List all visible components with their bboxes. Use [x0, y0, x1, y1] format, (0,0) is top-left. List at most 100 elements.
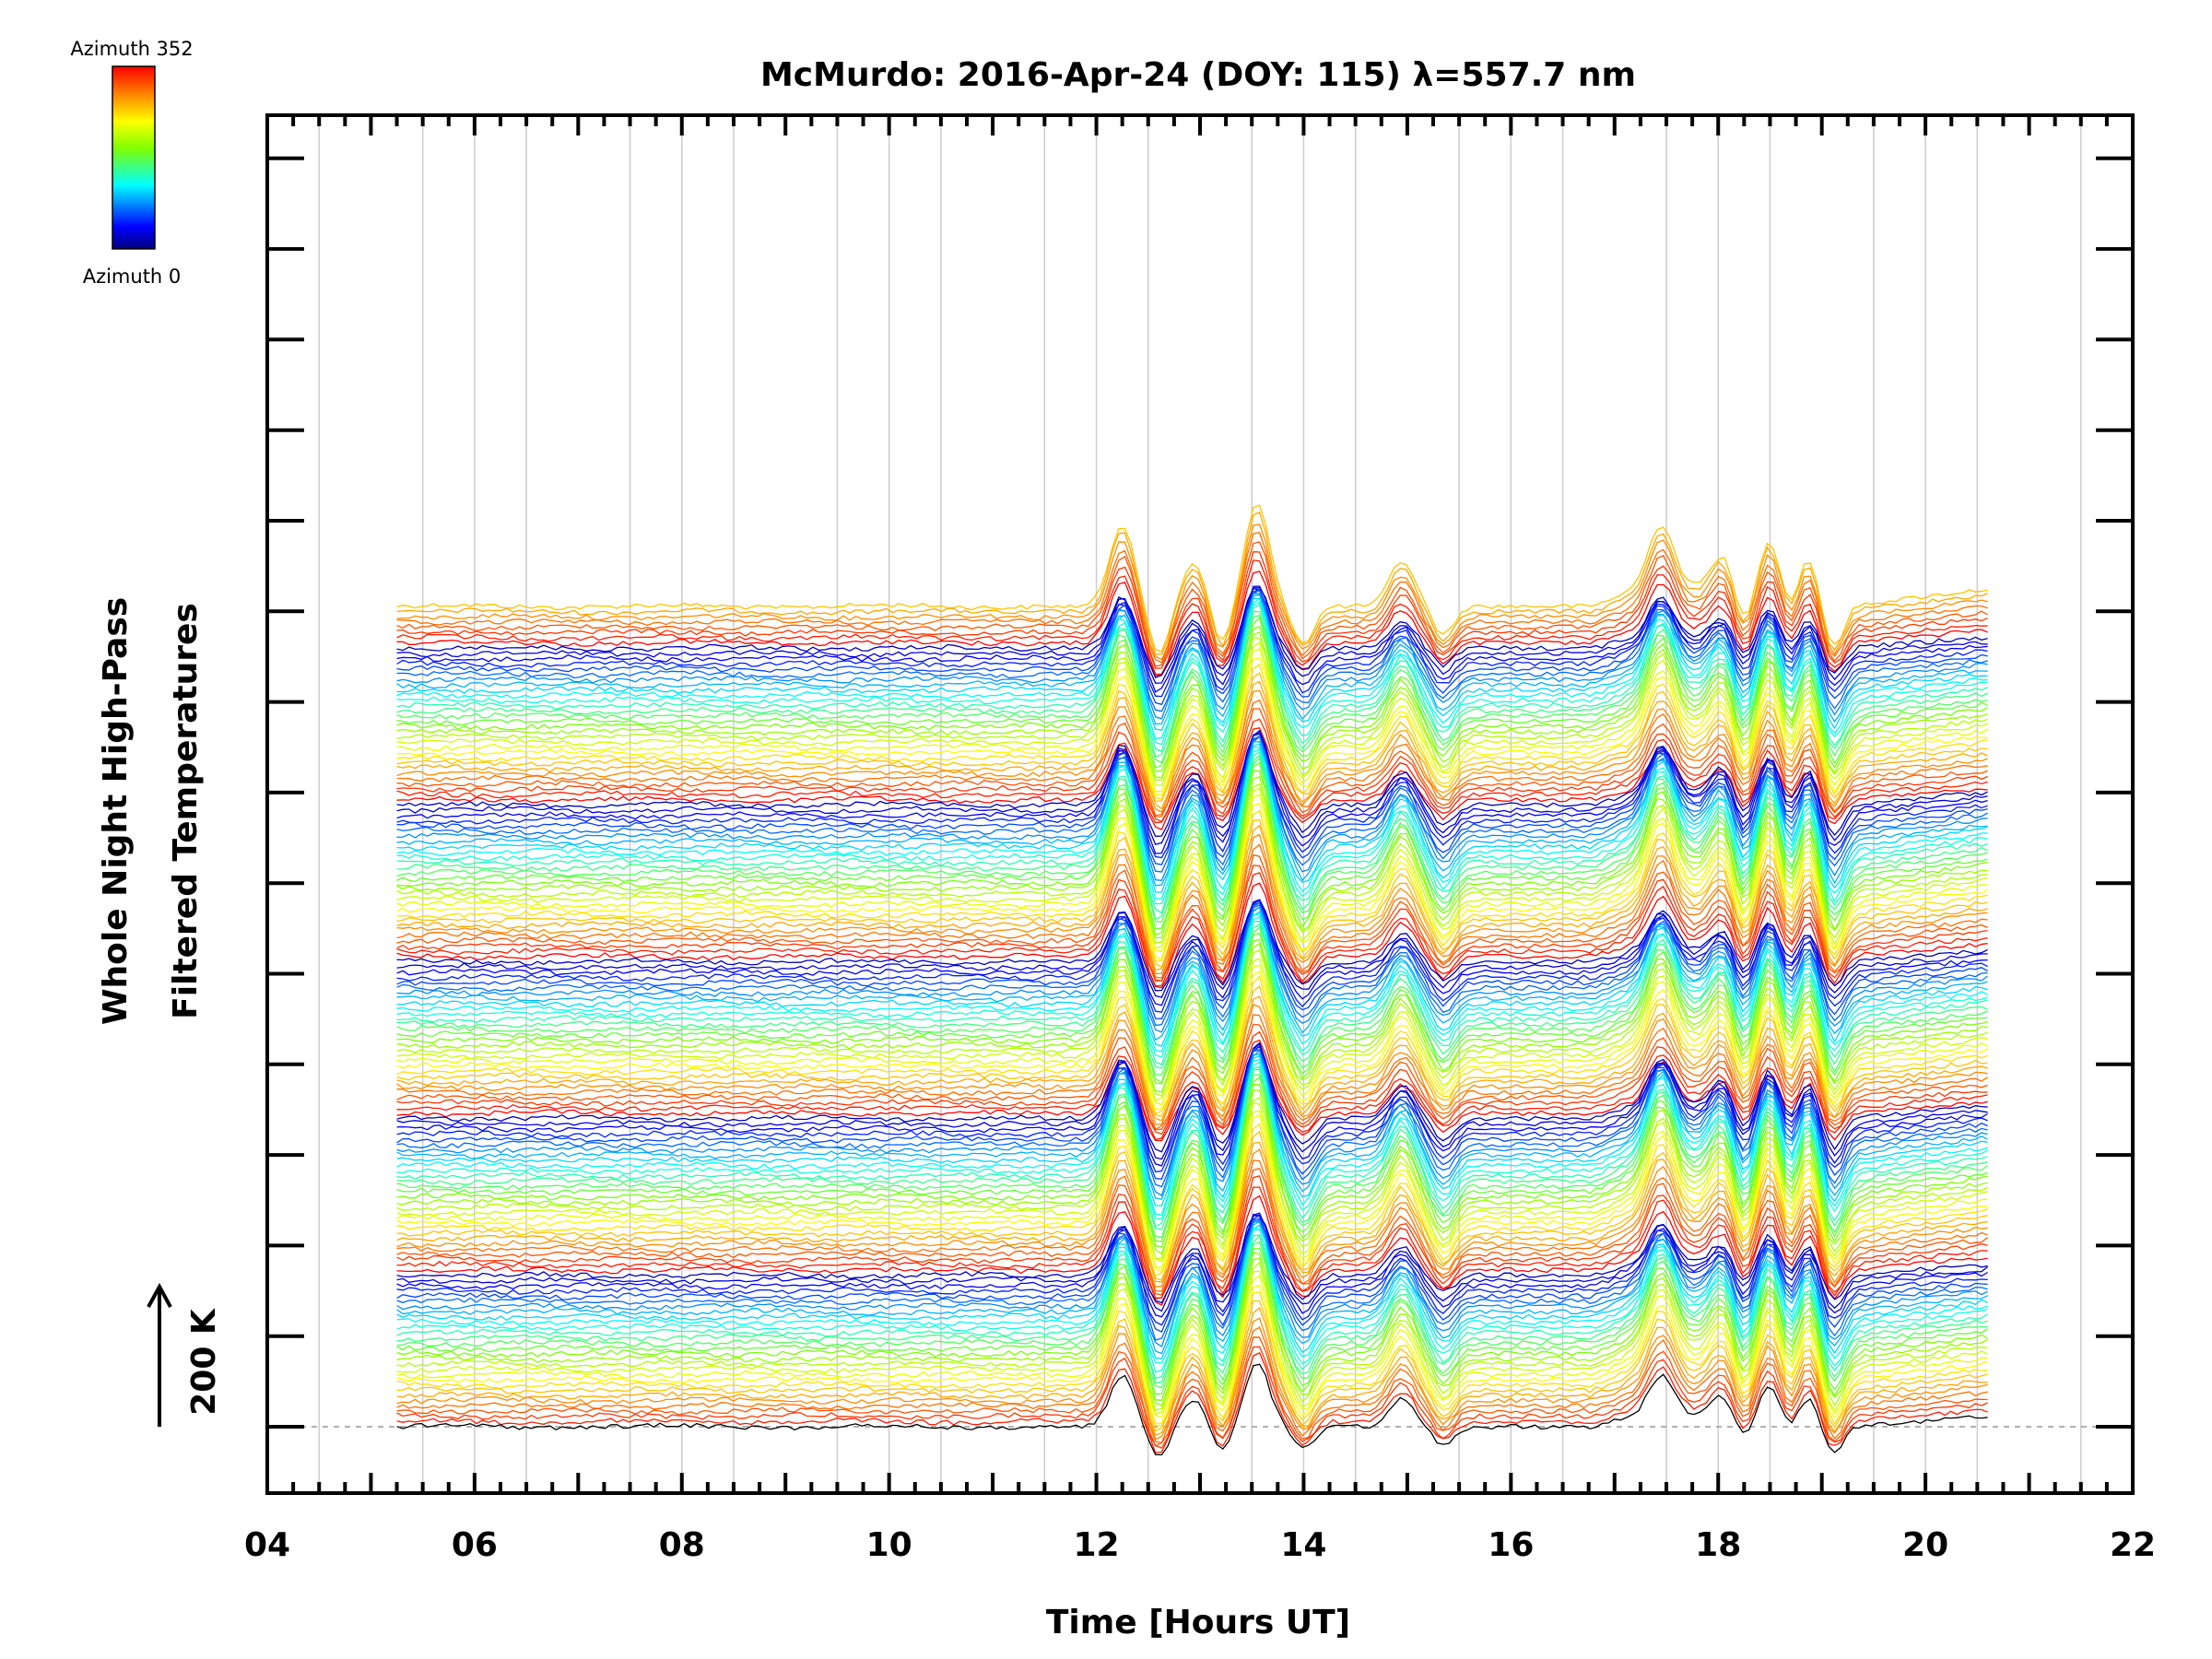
temperature-trace [396, 1352, 1988, 1453]
colorbar-bottom-label: Azimuth 0 [83, 265, 182, 288]
x-tick-label: 14 [1280, 1526, 1326, 1564]
x-tick-label: 06 [452, 1526, 498, 1564]
temperature-trace [396, 589, 1988, 706]
temperature-trace [396, 925, 1988, 1076]
temperature-trace [396, 1194, 1988, 1307]
y-axis-label-line1: Whole Night High-Pass [97, 597, 135, 1025]
temperature-trace [396, 948, 1988, 1098]
temperature-trace [396, 657, 1988, 796]
temperature-trace [396, 1065, 1988, 1228]
temperature-trace [396, 1049, 1988, 1142]
temperature-trace [396, 1212, 1988, 1318]
colorbar [112, 65, 156, 250]
x-tick-label: 16 [1488, 1526, 1534, 1564]
temperature-trace [396, 757, 1988, 923]
temperature-trace [396, 610, 1988, 758]
scale-bar: 200 K [147, 1282, 223, 1427]
temperature-trace [396, 899, 1988, 1006]
temperature-trace [396, 571, 1988, 677]
temperature-trace [396, 631, 1988, 779]
temperature-trace [396, 964, 1988, 1106]
temperature-trace [396, 1054, 1988, 1206]
temperature-trace [396, 1300, 1988, 1432]
temperature-trace [396, 1045, 1988, 1173]
x-tick-label: 18 [1695, 1526, 1741, 1564]
temperature-trace [396, 1227, 1988, 1364]
scale-bar-arrow-head [147, 1282, 172, 1308]
temperature-trace [396, 626, 1988, 772]
temperature-trace [396, 913, 1988, 1053]
temperature-trace [396, 1234, 1988, 1384]
temperature-trace [396, 794, 1988, 952]
temperature-trace [396, 1218, 1988, 1333]
temperature-trace [396, 1270, 1988, 1416]
temperature-trace [396, 511, 1988, 655]
temperature-trace [396, 775, 1988, 939]
temperature-trace [396, 900, 1988, 998]
temperature-trace [396, 532, 1988, 664]
temperature-trace [396, 1076, 1988, 1242]
temperature-trace [396, 911, 1988, 1047]
temperature-trace [396, 1041, 1988, 1153]
x-tick-label: 08 [659, 1526, 705, 1564]
temperature-trace [396, 906, 1988, 1033]
temperature-trace [396, 1228, 1988, 1373]
temperature-trace [396, 932, 1988, 1084]
chart-title: McMurdo: 2016-Apr-24 (DOY: 115) λ=557.7 … [760, 56, 1636, 94]
temperature-trace [396, 587, 1988, 679]
temperature-trace [396, 585, 1988, 684]
temperature-trace [396, 819, 1988, 969]
temperature-trace [396, 1291, 1988, 1427]
x-tick-label: 12 [1074, 1526, 1120, 1564]
temperature-trace [396, 865, 1988, 982]
temperature-trace [396, 754, 1988, 921]
x-tick-label: 22 [2110, 1526, 2156, 1564]
temperature-trace [396, 1307, 1988, 1436]
temperature-trace [396, 594, 1988, 725]
temperature-trace [396, 1363, 1988, 1456]
temperature-trace [396, 803, 1988, 960]
temperature-trace [396, 1214, 1988, 1326]
temperature-trace [396, 597, 1988, 740]
temperature-trace [396, 1123, 1988, 1277]
temperature-trace [396, 1175, 1988, 1299]
temperature-trace [396, 904, 1988, 1019]
temperature-trace [396, 615, 1988, 764]
temperature-trace [396, 1168, 1988, 1296]
temperature-trace [396, 1053, 1988, 1200]
axis-ticks: 04 06 08 10 12 14 16 18 20 22 [244, 115, 2156, 1564]
temperature-trace [396, 747, 1988, 900]
temperature-trace [396, 727, 1988, 824]
temperature-trace [396, 1257, 1988, 1406]
temperature-trace [396, 680, 1988, 810]
temperature-trace [396, 809, 1988, 963]
temperature-trace [396, 750, 1988, 914]
temperature-trace [396, 732, 1988, 845]
temperature-trace [396, 1049, 1988, 1197]
temperature-trace [396, 915, 1988, 1058]
temperature-trace [396, 1141, 1988, 1283]
temperature-trace [396, 833, 1988, 975]
temperature-trace [396, 872, 1988, 987]
temperature-trace [396, 985, 1988, 1118]
temperature-trace [396, 541, 1988, 667]
temperature-trace [396, 604, 1988, 753]
temperature-trace [396, 1004, 1988, 1125]
temperature-trace [396, 761, 1988, 930]
y-axis-label-line2: Filtered Temperatures [167, 603, 205, 1019]
temperature-trace [396, 1317, 1988, 1441]
x-tick-label: 10 [866, 1526, 912, 1564]
temperature-trace [396, 733, 1988, 854]
temperature-trace [396, 1061, 1988, 1220]
temperature-trace [396, 1148, 1988, 1288]
temperature-trace [396, 1234, 1988, 1380]
temperature-trace [396, 1089, 1988, 1255]
x-tick-label: 04 [244, 1526, 290, 1564]
temperature-trace [396, 672, 1988, 802]
temperature-trace [396, 1048, 1988, 1180]
temperature-trace [396, 1224, 1988, 1359]
temperature-trace [396, 708, 1988, 818]
temperature-trace [396, 1326, 1988, 1444]
temperature-trace [396, 1220, 1988, 1355]
